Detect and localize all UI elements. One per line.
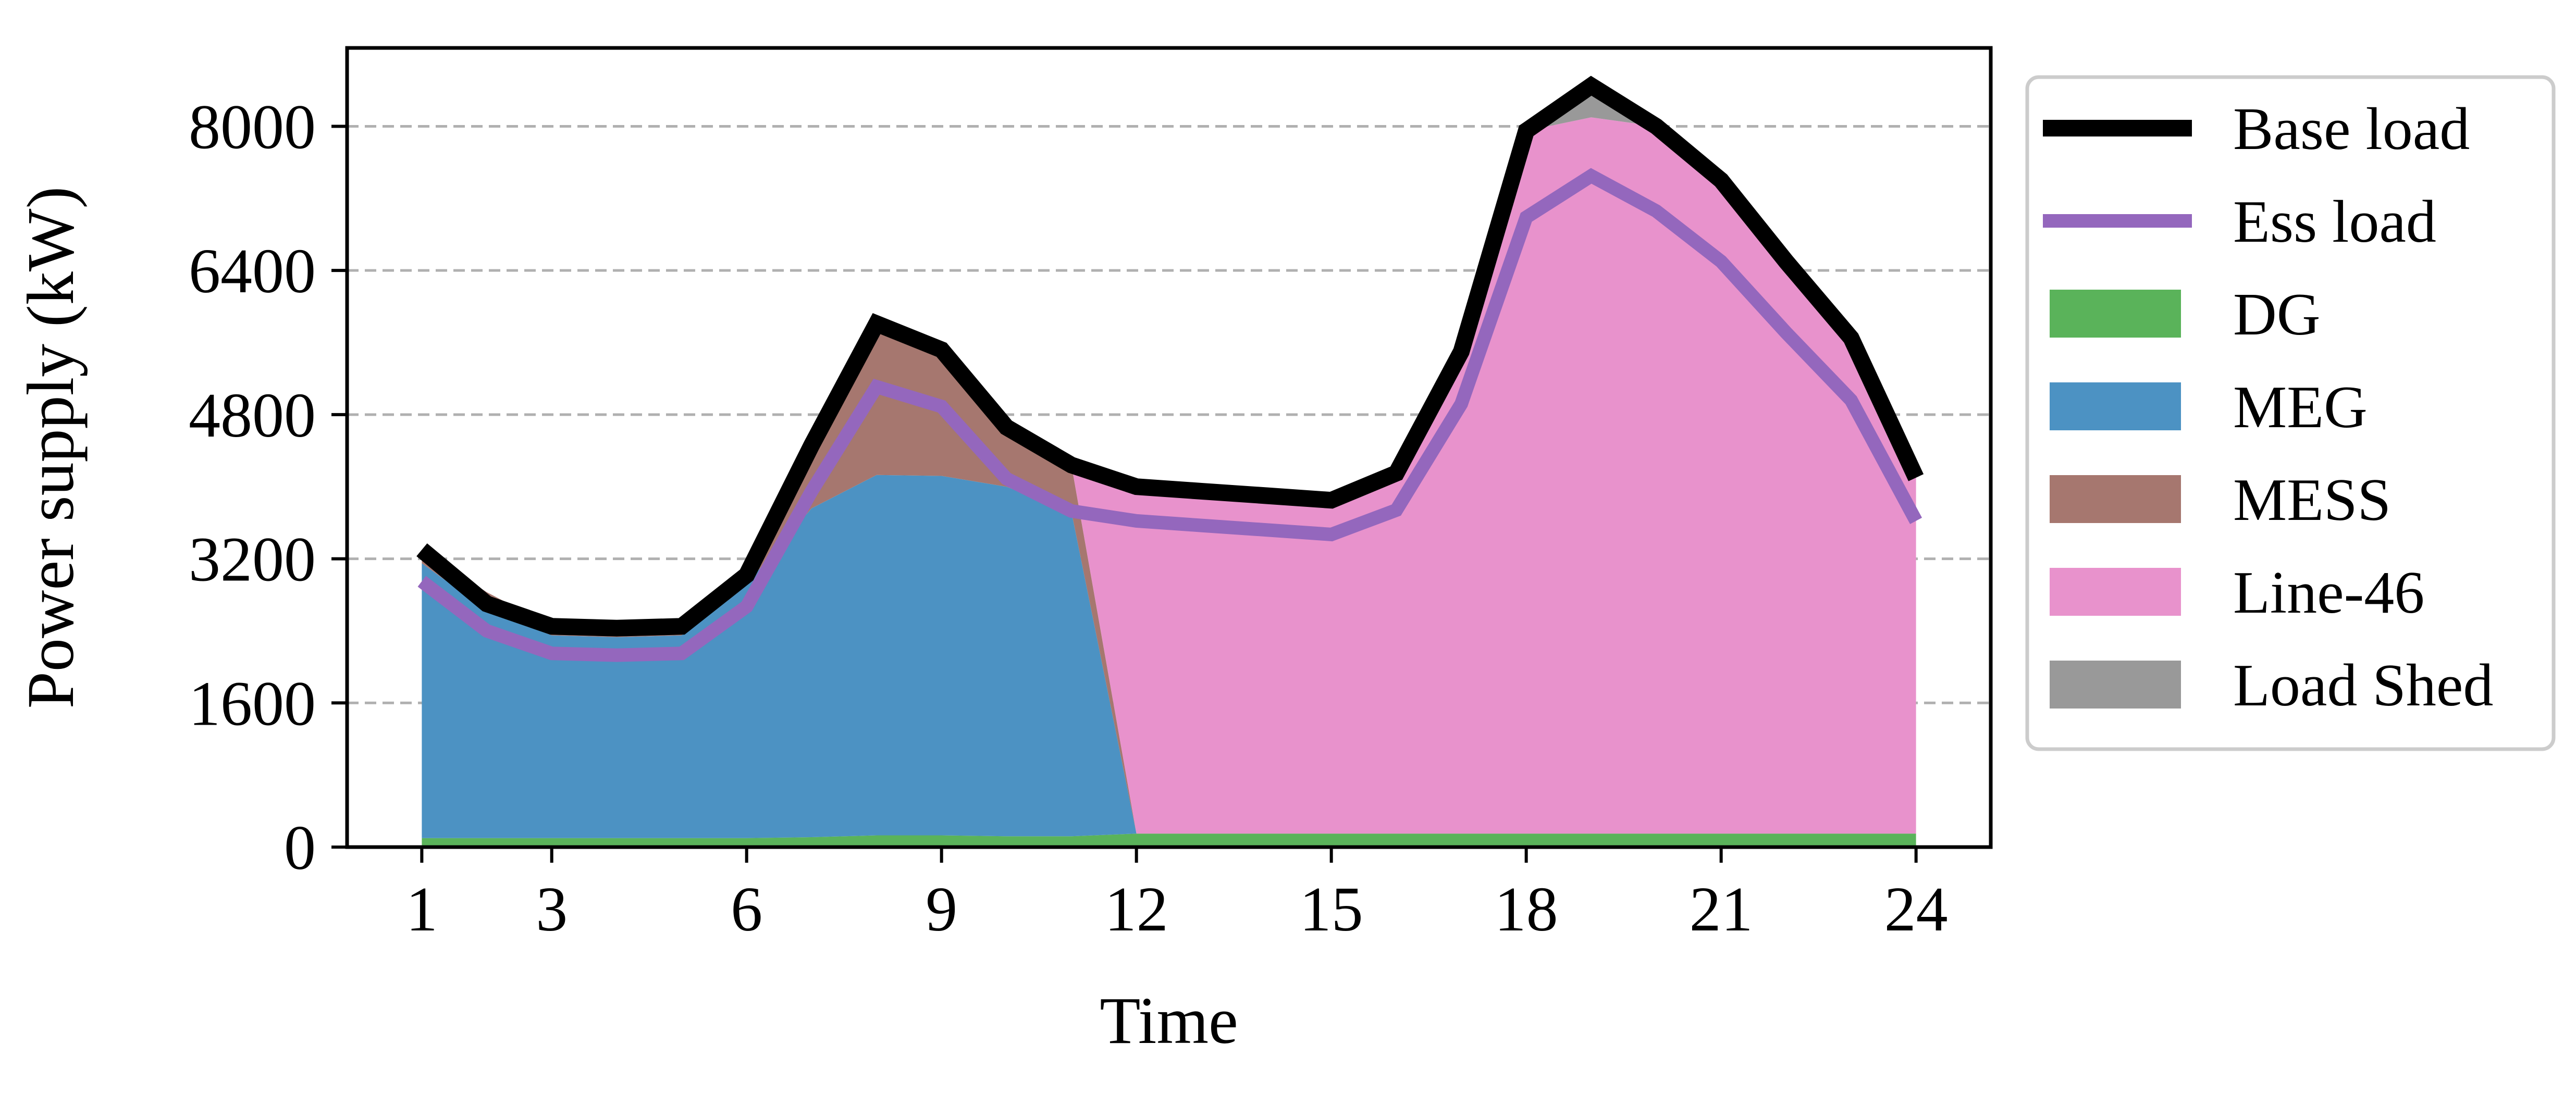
area-dg [422, 834, 1916, 847]
legend-swatch-meg [2050, 382, 2181, 430]
legend-swatch-load-shed [2050, 661, 2181, 709]
x-tick-label-15: 15 [1300, 874, 1363, 945]
legend: Base load Ess load DG MEG MESS Line-46 Load Sh… [2025, 75, 2556, 751]
y-tick-label-4800: 4800 [189, 380, 316, 451]
y-axis-title: Power supply (kW) [14, 187, 88, 709]
x-tick-label-6: 6 [731, 874, 762, 945]
legend-label-dg: DG [2233, 281, 2321, 348]
x-axis-title: Time [1100, 984, 1238, 1058]
x-tick-label-21: 21 [1690, 874, 1753, 945]
y-tick-label-8000: 8000 [189, 92, 316, 162]
legend-label-meg: MEG [2233, 374, 2368, 441]
legend-swatch-mess [2050, 475, 2181, 523]
x-tick-label-9: 9 [926, 874, 957, 945]
x-tick-label-24: 24 [1884, 874, 1948, 945]
plot-frame [345, 46, 1993, 849]
legend-label-load-shed: Load Shed [2233, 652, 2493, 719]
y-tick-label-3200: 3200 [189, 525, 316, 595]
legend-swatch-dg [2050, 290, 2181, 338]
line-base-load [416, 76, 1924, 637]
load-lines [416, 76, 1924, 662]
stacked-areas [422, 85, 1916, 847]
line-ess-load [417, 168, 1922, 662]
area-meg [422, 475, 1916, 838]
x-tick-label-1: 1 [406, 874, 438, 945]
legend-swatch-line-46 [2050, 568, 2181, 616]
area-line-46 [422, 117, 1916, 834]
x-tick-label-3: 3 [536, 874, 568, 945]
y-tick-label-0: 0 [284, 813, 316, 883]
y-axis-ticks: 0 1600 3200 4800 6400 8000 [189, 92, 347, 883]
legend-label-mess: MESS [2233, 467, 2391, 533]
y-tick-label-6400: 6400 [189, 236, 316, 306]
legend-label-line-46: Line-46 [2233, 560, 2424, 626]
x-tick-label-18: 18 [1495, 874, 1558, 945]
legend-label-base-load: Base load [2233, 96, 2470, 163]
y-tick-label-1600: 1600 [189, 668, 316, 739]
legend-label-ess-load: Ess load [2233, 189, 2436, 255]
x-tick-label-12: 12 [1105, 874, 1168, 945]
x-axis-ticks: 1 3 6 9 12 15 18 21 24 [406, 847, 1948, 945]
